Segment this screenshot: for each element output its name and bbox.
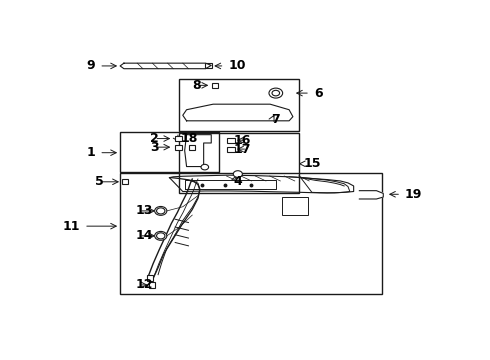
Circle shape (157, 208, 165, 214)
Circle shape (201, 164, 209, 170)
Text: 10: 10 (228, 59, 246, 72)
Bar (212, 83, 219, 88)
Bar (179, 79, 298, 131)
Bar (149, 282, 155, 288)
Text: 8: 8 (192, 79, 201, 92)
Bar (227, 147, 235, 152)
Text: 17: 17 (234, 143, 251, 156)
Bar (147, 275, 153, 281)
Text: 12: 12 (135, 278, 153, 291)
Text: 15: 15 (303, 157, 321, 170)
Text: 5: 5 (96, 175, 104, 188)
Circle shape (269, 88, 283, 98)
Text: 11: 11 (63, 220, 80, 233)
Text: 7: 7 (271, 113, 280, 126)
Text: 4: 4 (233, 175, 242, 188)
Polygon shape (359, 191, 383, 199)
Circle shape (272, 90, 280, 96)
Bar (175, 145, 182, 150)
Text: 3: 3 (150, 141, 159, 154)
Text: 1: 1 (87, 146, 96, 159)
Text: 13: 13 (135, 204, 153, 217)
Bar (120, 174, 382, 294)
Circle shape (233, 171, 243, 177)
Text: 18: 18 (181, 132, 198, 145)
Text: 16: 16 (234, 134, 251, 147)
Bar (189, 145, 196, 150)
Bar (122, 179, 128, 184)
Bar (227, 138, 235, 143)
Circle shape (155, 207, 167, 215)
Bar (175, 136, 182, 141)
Text: 19: 19 (405, 188, 422, 201)
Bar (120, 132, 219, 172)
Bar (205, 63, 212, 68)
Bar (281, 197, 308, 215)
Circle shape (155, 231, 167, 240)
Text: 14: 14 (135, 229, 153, 242)
Text: 2: 2 (150, 132, 159, 145)
Text: 9: 9 (87, 59, 96, 72)
Bar (179, 133, 298, 193)
Circle shape (157, 233, 165, 239)
Text: 6: 6 (314, 87, 322, 100)
